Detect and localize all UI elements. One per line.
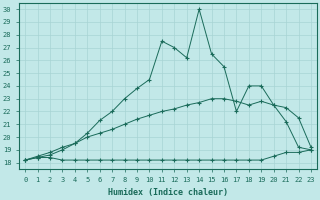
X-axis label: Humidex (Indice chaleur): Humidex (Indice chaleur) [108,188,228,197]
